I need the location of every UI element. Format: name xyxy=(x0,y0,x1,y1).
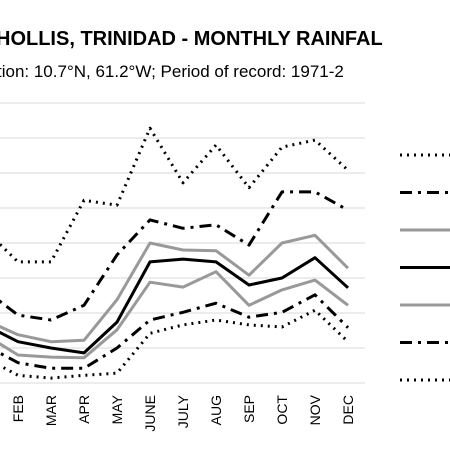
x-tick-label: NOV xyxy=(307,394,323,425)
series-line xyxy=(0,308,350,380)
x-tick-label: MAR xyxy=(43,395,59,426)
x-tick-label: OCT xyxy=(274,395,290,425)
x-tick-label: AUG xyxy=(208,395,224,425)
series-line xyxy=(0,256,350,355)
x-tick-label: DEC xyxy=(340,395,356,425)
x-tick-label: APR xyxy=(76,395,92,424)
chart-title: HOLLIS, TRINIDAD - MONTHLY RAINFAL xyxy=(0,28,383,50)
x-tick-label: FEB xyxy=(10,395,26,422)
series-line xyxy=(0,293,350,370)
chart-subtitle: tion: 10.7°N, 61.2°W; Period of record: … xyxy=(0,62,344,81)
x-tick-label: MAY xyxy=(109,394,125,424)
x-tick-label: SEP xyxy=(241,395,257,423)
x-tick-label: JULY xyxy=(175,394,191,428)
series-line xyxy=(0,126,350,264)
x-tick-label: JUNE xyxy=(142,395,158,432)
series-line xyxy=(0,233,350,344)
series-line xyxy=(0,190,349,322)
series-line xyxy=(0,270,349,360)
